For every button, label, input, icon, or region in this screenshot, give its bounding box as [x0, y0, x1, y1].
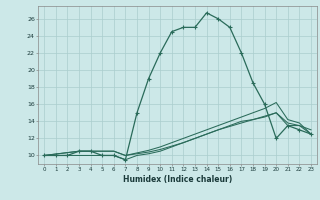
X-axis label: Humidex (Indice chaleur): Humidex (Indice chaleur) [123, 175, 232, 184]
